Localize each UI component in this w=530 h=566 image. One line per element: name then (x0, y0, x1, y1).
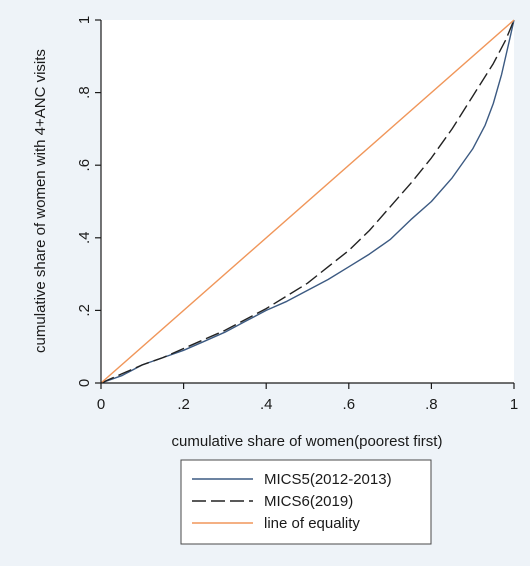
y-tick-label: .2 (76, 304, 93, 317)
y-tick-label: .4 (76, 232, 93, 245)
y-tick-label: 1 (76, 16, 93, 24)
legend: MICS5(2012-2013) MICS6(2019) line of equal… (180, 459, 432, 545)
axes-group: 0 .2 .4 .6 .8 1 0 .2 .4 .6 .8 1 (76, 16, 518, 413)
x-tick-label: 0 (97, 396, 105, 413)
legend-label-mics6-2019: MICS6(2019) (264, 493, 353, 510)
series-line-line-of-equality (100, 19, 515, 384)
x-tick-label: .6 (343, 396, 356, 413)
series-line-mics6-2019 (100, 19, 515, 384)
series-line-mics5-2012-2013 (100, 19, 515, 384)
y-tick-label: .6 (76, 159, 93, 172)
x-tick-label: .2 (177, 396, 190, 413)
legend-box (180, 459, 432, 545)
series-group (100, 19, 515, 384)
x-tick-label: .4 (260, 396, 273, 413)
y-tick-label: .8 (76, 86, 93, 99)
x-tick-label: .8 (425, 396, 438, 413)
x-axis-label: cumulative share of women(poorest first) (172, 433, 443, 450)
y-axis-label: cumulative share of women with 4+ANC vis… (32, 49, 49, 353)
y-tick-label: 0 (76, 379, 93, 387)
x-tick-label: 1 (510, 396, 518, 413)
legend-label-line-of-equality: line of equality (264, 515, 360, 532)
legend-label-mics5-2012-2013: MICS5(2012-2013) (264, 471, 392, 488)
